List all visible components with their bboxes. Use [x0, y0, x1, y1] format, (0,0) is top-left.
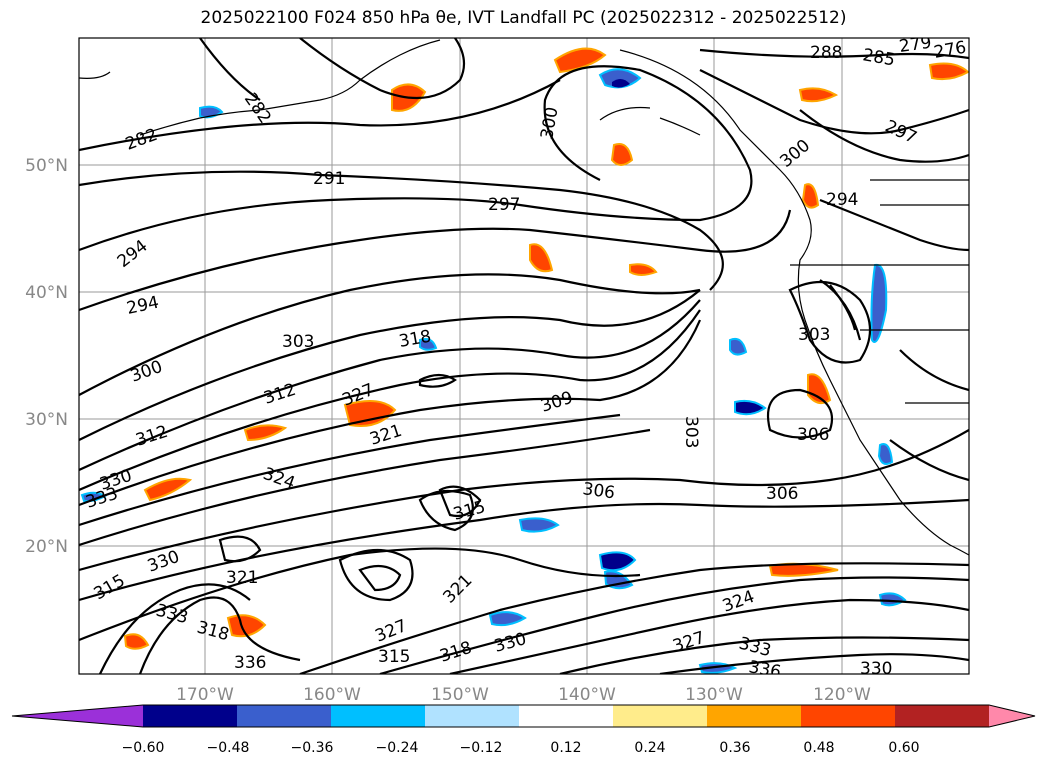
colorbar-bin — [801, 705, 896, 727]
colorbar-extend-min — [12, 705, 143, 727]
theta-e-contours — [79, 38, 969, 674]
lat-tick-label: 20°N — [25, 537, 68, 557]
colorbar-bin — [707, 705, 802, 727]
contour-label: 279 — [898, 33, 933, 57]
contour-label: 336 — [747, 657, 782, 682]
contour-label: 306 — [797, 425, 829, 445]
colorbar-tick-label: −0.36 — [291, 740, 334, 756]
colorbar-bin — [143, 705, 238, 727]
lon-tick-label: 150°W — [431, 685, 489, 705]
colorbar-bin — [237, 705, 332, 727]
contour-label: 321 — [226, 568, 258, 588]
colorbar-tick-label: 0.12 — [550, 740, 581, 756]
lon-tick-label: 120°W — [813, 685, 871, 705]
contour-label: 306 — [581, 479, 616, 503]
map-frame — [78, 37, 970, 675]
lon-axis: 170°W 160°W 150°W 140°W 130°W 120°W — [176, 685, 871, 705]
contour-label: 294 — [826, 190, 858, 210]
lat-tick-label: 50°N — [25, 156, 68, 176]
contour-label: 306 — [766, 484, 798, 504]
colorbar-tick-label: 0.36 — [719, 740, 750, 756]
contour-label: 291 — [313, 169, 345, 189]
colorbar-tick-label: 0.24 — [634, 740, 665, 756]
contour-label: 336 — [234, 653, 266, 673]
colorbar — [11, 704, 1036, 728]
contour-label: 315 — [378, 647, 410, 667]
colorbar-tick-label: 0.60 — [888, 740, 919, 756]
contour-label: 288 — [810, 43, 842, 63]
colorbar-tick-label: −0.24 — [376, 740, 419, 756]
contour-label: 330 — [860, 659, 892, 679]
contour-label: 297 — [488, 195, 520, 215]
contour-label: 303 — [282, 332, 314, 352]
colorbar-tick-label: −0.48 — [207, 740, 250, 756]
chart-title: 2025022100 F024 850 hPa θe, IVT Landfall… — [200, 8, 847, 28]
colorbar-tick-label: −0.12 — [460, 740, 503, 756]
lat-tick-label: 40°N — [25, 283, 68, 303]
contour-label: 303 — [798, 325, 830, 345]
map-plot: 291 297 294 294 303 318 300 312 327 321 … — [79, 33, 969, 682]
colorbar-bin — [331, 705, 426, 727]
colorbar-tick-label: 0.48 — [803, 740, 834, 756]
colorbar-bin — [613, 705, 708, 727]
contour-label: 303 — [681, 416, 701, 448]
colorbar-bin — [895, 705, 990, 727]
colorbar-labels: −0.60 −0.48 −0.36 −0.24 −0.12 0.12 0.24 … — [122, 740, 920, 756]
lon-tick-label: 130°W — [685, 685, 743, 705]
lat-axis: 50°N 40°N 30°N 20°N — [25, 156, 68, 557]
lon-tick-label: 140°W — [558, 685, 616, 705]
coastline — [79, 39, 969, 556]
colorbar-bin — [425, 705, 520, 727]
colorbar-extend-max — [989, 705, 1035, 727]
colorbar-bin — [519, 705, 614, 727]
lat-tick-label: 30°N — [25, 410, 68, 430]
lon-tick-label: 170°W — [176, 685, 234, 705]
colorbar-outline — [11, 704, 1036, 728]
ivt-shading — [80, 47, 969, 674]
lon-tick-label: 160°W — [303, 685, 361, 705]
colorbar-tick-label: −0.60 — [122, 740, 165, 756]
